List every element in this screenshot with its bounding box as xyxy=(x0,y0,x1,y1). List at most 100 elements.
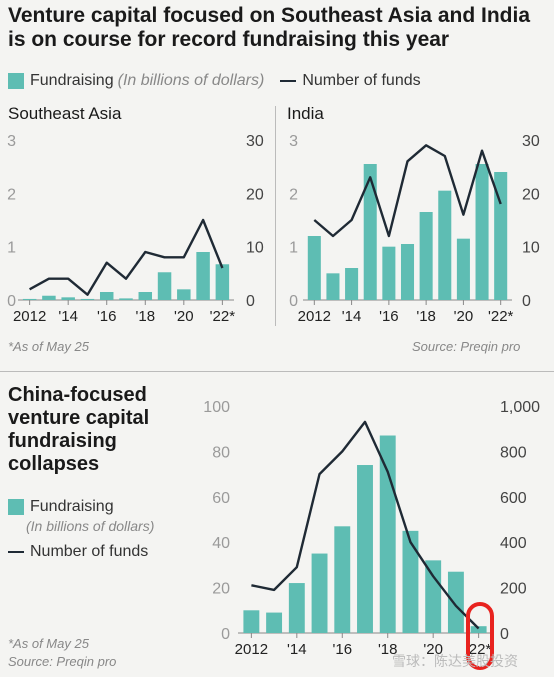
china-bar xyxy=(357,465,373,633)
sea-x-tick: '18 xyxy=(135,308,155,325)
india-x-tick: 2012 xyxy=(298,308,331,325)
watermark: 雪球：陈达美股投资 xyxy=(392,653,518,669)
india-left-tick: 1 xyxy=(289,240,298,257)
india-bar xyxy=(326,273,340,300)
china-bar xyxy=(288,583,305,633)
section-divider xyxy=(0,371,554,372)
china-right-tick: 0 xyxy=(500,626,509,643)
india-bar xyxy=(307,236,321,300)
china-x-tick: '18 xyxy=(378,641,398,658)
fundraising-swatch xyxy=(8,73,24,89)
china-left-tick: 60 xyxy=(212,490,230,507)
sea-right-tick: 10 xyxy=(246,240,264,257)
india-bar xyxy=(345,268,359,300)
china-right-tick: 800 xyxy=(500,444,527,461)
china-left-tick: 40 xyxy=(212,535,230,552)
china-left-tick: 20 xyxy=(212,581,230,598)
india-x-tick: '16 xyxy=(379,308,399,325)
india-x-tick: '22* xyxy=(488,308,514,325)
headline: Venture capital focused on Southeast Asi… xyxy=(8,4,530,51)
india-x-tick: '20 xyxy=(454,308,474,325)
china-right-tick: 600 xyxy=(500,490,527,507)
sea-bar xyxy=(99,292,114,300)
china-legend-funds: Number of funds xyxy=(8,543,148,561)
sea-x-tick: '22* xyxy=(210,308,236,325)
india-x-tick: '14 xyxy=(342,308,362,325)
china-bar xyxy=(402,530,419,633)
china-source-note: Source: Preqin pro xyxy=(8,654,117,669)
sea-bar xyxy=(22,298,37,300)
india-bar xyxy=(438,190,452,300)
india-bar xyxy=(400,244,415,300)
china-funds-line xyxy=(251,420,480,630)
sea-x-tick: '16 xyxy=(97,308,117,325)
sea-x-tick: '20 xyxy=(174,308,194,325)
sea-right-tick: 20 xyxy=(246,186,264,203)
china-legend-fundraising-unit: (In billions of dollars) xyxy=(26,518,155,534)
sea-x-tick: '14 xyxy=(58,308,78,325)
sea-x-tick: 2012 xyxy=(13,308,46,325)
sea-left-tick: 2 xyxy=(7,186,16,203)
india-right-tick: 30 xyxy=(522,133,540,150)
china-x-tick: '20 xyxy=(423,641,443,658)
sea-title: Southeast Asia xyxy=(8,104,122,123)
china-bar xyxy=(379,435,396,633)
china-left-tick: 100 xyxy=(203,399,230,416)
china-right-tick: 400 xyxy=(500,535,527,552)
legend-funds: Number of funds xyxy=(302,72,421,89)
india-bar xyxy=(419,212,433,300)
china-title: China-focused venture capital fundraisin… xyxy=(8,384,150,475)
sea-bar xyxy=(61,297,75,300)
china-right-tick: 1,000 xyxy=(500,399,540,416)
china-x-tick: '22* xyxy=(466,641,492,658)
sea-bar xyxy=(157,272,172,300)
china-bar xyxy=(266,612,283,633)
india-right-tick: 20 xyxy=(522,186,540,203)
legend-fundraising: Fundraising xyxy=(30,72,114,89)
top-as-of-note: *As of May 25 xyxy=(8,339,89,354)
india-right-tick: 0 xyxy=(522,293,531,310)
india-bar xyxy=(456,238,470,300)
sea-left-tick: 1 xyxy=(7,240,16,257)
china-bar xyxy=(470,626,487,633)
india-bar xyxy=(363,164,377,300)
china-legend-fundraising-label: Fundraising xyxy=(30,498,114,515)
sea-bar xyxy=(177,289,191,300)
india-bar xyxy=(475,164,489,300)
sea-right-tick: 30 xyxy=(246,133,264,150)
china-left-tick: 0 xyxy=(221,626,230,643)
sea-bar xyxy=(196,252,210,300)
top-source-note: Source: Preqin pro xyxy=(412,339,521,354)
china-right-tick: 200 xyxy=(500,581,527,598)
sea-bar xyxy=(215,264,230,300)
china-legend-fundraising: Fundraising xyxy=(8,498,114,516)
china-x-tick: '16 xyxy=(332,641,352,658)
india-left-tick: 2 xyxy=(289,186,298,203)
sea-left-tick: 3 xyxy=(7,133,16,150)
india-bar xyxy=(494,172,508,300)
china-funds-line-key xyxy=(8,551,24,553)
legend-fundraising-unit: (In billions of dollars) xyxy=(117,72,265,89)
sea-bar xyxy=(119,298,133,300)
sea-bar xyxy=(80,298,95,300)
india-funds-line xyxy=(313,144,502,238)
china-bar xyxy=(334,526,351,633)
sea-right-tick: 0 xyxy=(246,293,255,310)
china-bar xyxy=(447,571,464,633)
china-bar xyxy=(311,553,328,633)
sea-left-tick: 0 xyxy=(7,293,16,310)
china-x-tick: 2012 xyxy=(235,641,268,658)
china-fundraising-swatch xyxy=(8,499,24,515)
india-title: India xyxy=(287,104,324,123)
legend: Fundraising (In billions of dollars) Num… xyxy=(8,72,421,90)
india-x-tick: '18 xyxy=(416,308,436,325)
china-x-tick: '14 xyxy=(287,641,307,658)
china-bar xyxy=(425,560,442,633)
china-left-tick: 80 xyxy=(212,444,230,461)
india-right-tick: 10 xyxy=(522,240,540,257)
panel-divider xyxy=(275,106,276,326)
india-left-tick: 3 xyxy=(289,133,298,150)
india-bar xyxy=(382,246,396,300)
china-bar xyxy=(243,610,260,633)
china-as-of-note: *As of May 25 xyxy=(8,636,89,651)
